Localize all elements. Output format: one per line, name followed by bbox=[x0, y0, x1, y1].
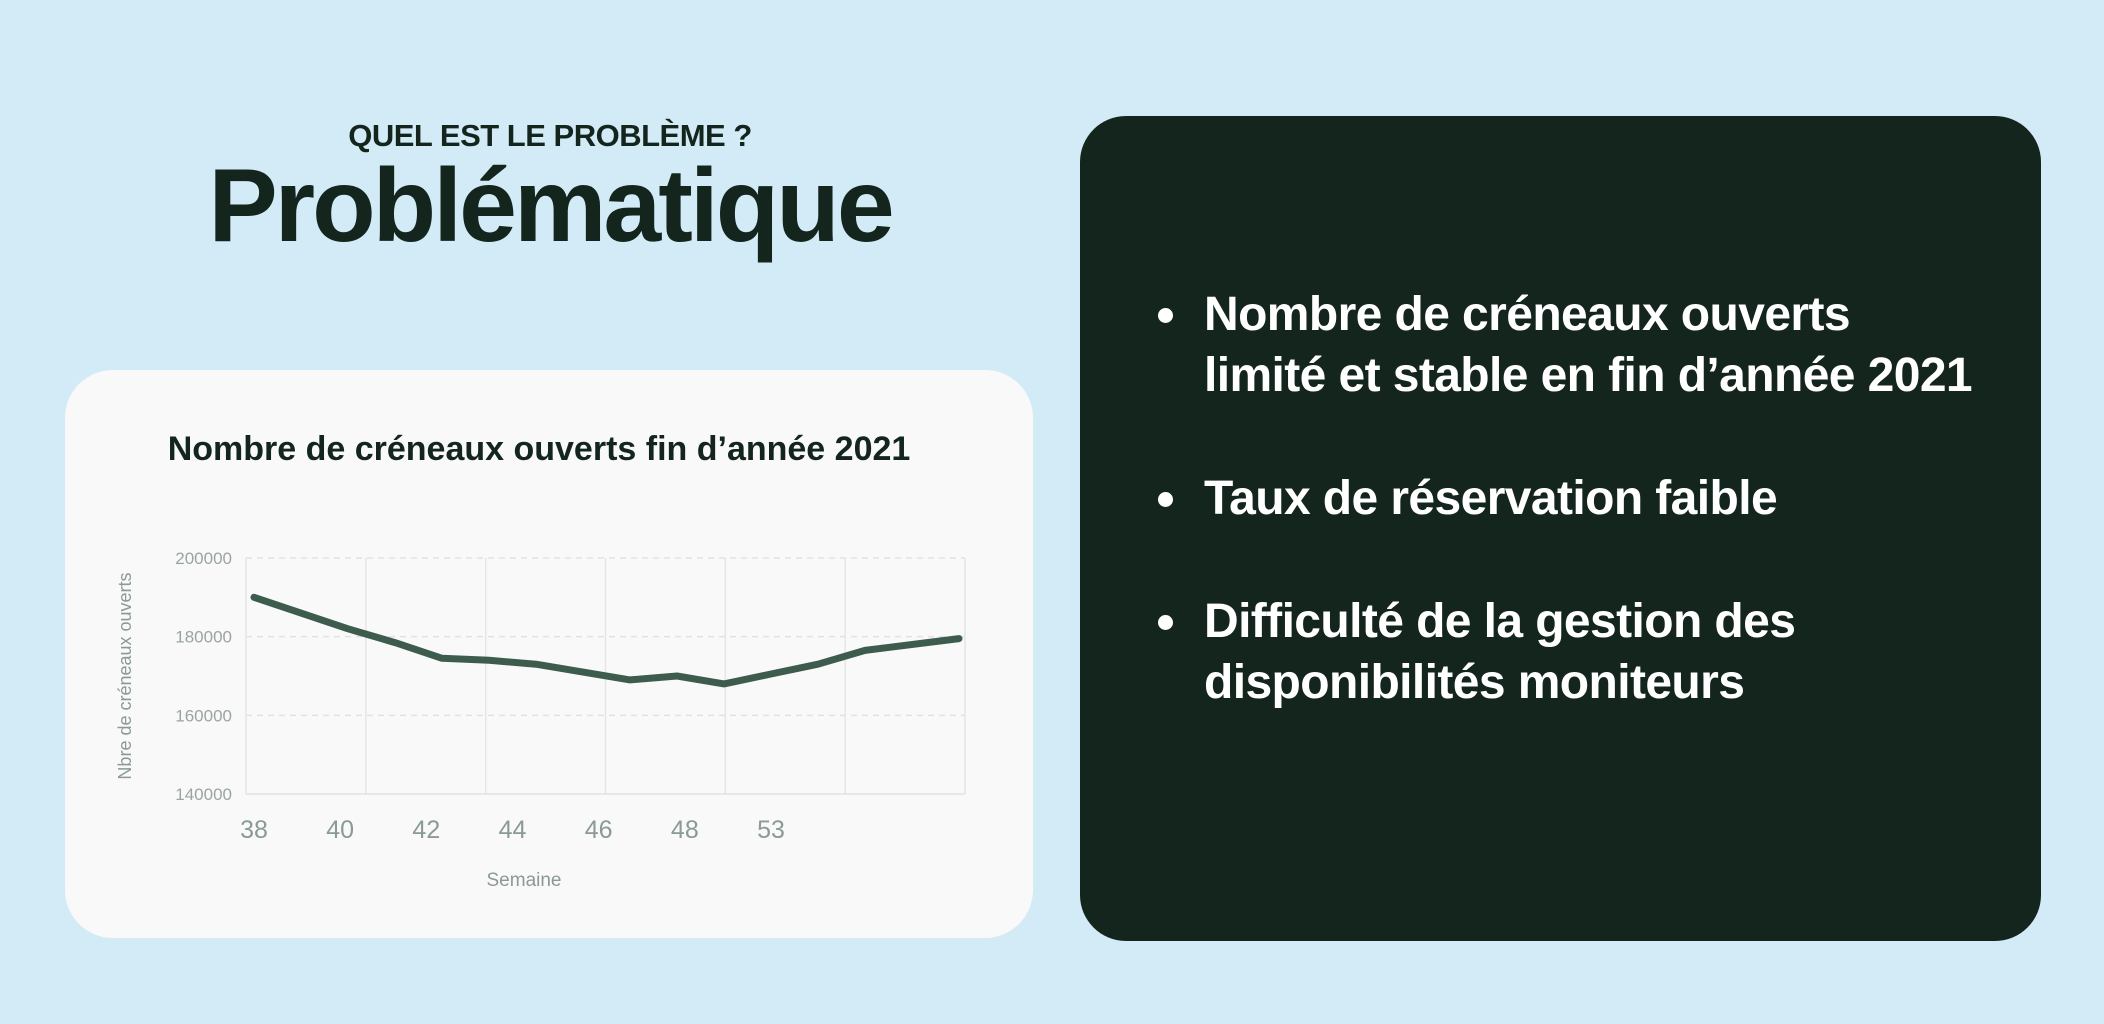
chart-title: Nombre de créneaux ouverts fin d’année 2… bbox=[168, 430, 911, 468]
bullet-icon bbox=[1158, 615, 1173, 630]
page-title: Problématique bbox=[208, 148, 894, 264]
series-line bbox=[250, 593, 963, 688]
problem-item-instructor-availability: Difficulté de la gestion des disponibili… bbox=[1156, 591, 1976, 713]
y-tick-label: 180000 bbox=[175, 628, 232, 647]
line-chart: Nombre de créneaux ouverts fin d’année 2… bbox=[115, 430, 966, 891]
x-tick-label: 42 bbox=[412, 816, 440, 844]
problem-text: Difficulté de la gestion des disponibili… bbox=[1204, 595, 1796, 709]
x-tick-label: 38 bbox=[240, 816, 268, 844]
problem-text: Taux de réservation faible bbox=[1204, 472, 1778, 525]
problem-text: Nombre de créneaux ouverts limité et sta… bbox=[1204, 288, 1973, 402]
header: QUEL EST LE PROBLÈME ? Problématique bbox=[100, 118, 1000, 261]
problem-item-booking-rate: Taux de réservation faible bbox=[1156, 468, 1976, 529]
x-tick-label: 40 bbox=[326, 816, 354, 844]
problem-list: Nombre de créneaux ouverts limité et sta… bbox=[1156, 284, 1976, 775]
bullet-icon bbox=[1158, 492, 1173, 507]
y-tick-label: 200000 bbox=[175, 549, 232, 568]
x-tick-label: 46 bbox=[585, 816, 613, 844]
x-axis-label: Semaine bbox=[487, 870, 562, 891]
section-kicker: QUEL EST LE PROBLÈME ? bbox=[348, 118, 752, 153]
bullet-icon bbox=[1158, 308, 1173, 323]
y-tick-label: 140000 bbox=[175, 785, 232, 804]
y-tick-label: 160000 bbox=[175, 706, 232, 725]
x-tick-label: 44 bbox=[499, 816, 527, 844]
chart-card: Nombre de créneaux ouverts fin d’année 2… bbox=[65, 370, 1033, 938]
problem-card: Nombre de créneaux ouverts limité et sta… bbox=[1080, 116, 2041, 941]
y-axis-label: Nbre de créneaux ouverts bbox=[115, 572, 135, 779]
problem-item-slots: Nombre de créneaux ouverts limité et sta… bbox=[1156, 284, 1976, 406]
x-tick-label: 53 bbox=[757, 816, 785, 844]
x-tick-label: 48 bbox=[671, 816, 699, 844]
